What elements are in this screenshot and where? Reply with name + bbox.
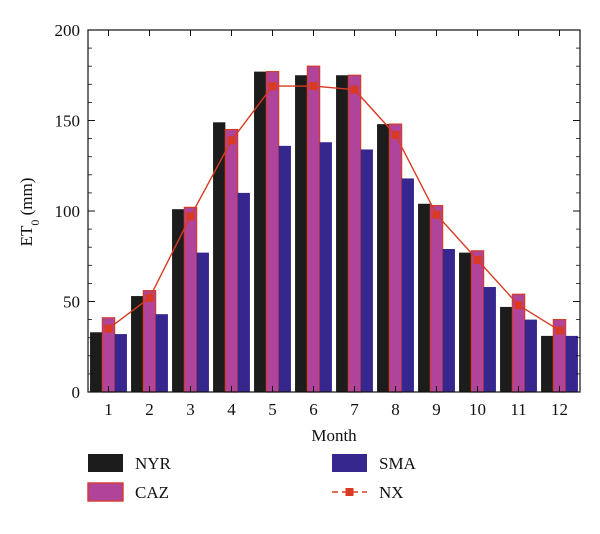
legend: NYR CAZ SMA NX [87,454,417,502]
x-tick-label: 11 [510,400,526,419]
bar-caz-5 [265,71,280,393]
bar-caz-9 [429,204,444,393]
y-axis-title-unit: (mm) [17,178,36,220]
legend-swatch-caz [87,482,124,502]
nx-point-7 [350,85,359,94]
bar-nyr-10 [459,252,472,392]
y-tick-label: 50 [63,293,80,312]
y-tick-label: 150 [55,112,81,131]
nx-point-11 [514,301,523,310]
bar-sma-11 [524,319,537,392]
nx-point-4 [227,136,236,145]
x-tick-label: 1 [104,400,113,419]
nx-point-5 [268,82,277,91]
legend-label-sma: SMA [379,454,417,473]
bar-caz-2 [142,290,157,393]
bar-sma-12 [565,335,578,392]
legend-swatch-nyr [88,454,123,472]
bar-nyr-2 [131,296,144,392]
x-tick-label: 2 [145,400,154,419]
x-tick-label: 9 [432,400,441,419]
legend-marker-nx [345,488,354,496]
legend-swatch-sma [332,454,367,472]
x-axis: 1 2 3 4 5 6 7 8 9 10 11 12 [104,30,568,419]
legend-label-nyr: NYR [135,454,172,473]
x-tick-label: 5 [268,400,277,419]
bar-nyr-7 [336,75,349,392]
x-tick-label: 12 [551,400,568,419]
bar-sma-5 [278,145,291,392]
bar-nyr-9 [418,203,431,392]
bar-sma-9 [442,249,455,392]
x-tick-label: 8 [391,400,400,419]
x-tick-label: 7 [350,400,359,419]
bar-sma-6 [319,142,332,392]
bar-nyr-5 [254,71,267,392]
x-axis-title: Month [311,426,357,445]
x-tick-label: 10 [469,400,486,419]
x-tick-label: 6 [309,400,318,419]
y-axis: 0 50 100 150 200 [55,21,580,402]
x-tick-label: 3 [186,400,195,419]
y-tick-label: 0 [72,383,81,402]
bar-caz-6 [306,65,321,393]
bar-sma-4 [237,192,250,392]
nx-line [108,85,560,332]
bar-sma-7 [360,149,373,392]
bar-nyr-12 [541,335,554,392]
nx-point-9 [432,210,441,219]
nx-line-layer [104,82,564,335]
y-axis-title-main: ET [17,225,36,246]
bar-caz-3 [183,206,198,393]
bar-nyr-4 [213,122,226,392]
nx-point-6 [309,82,318,91]
nx-point-1 [104,324,113,333]
bar-sma-1 [114,334,127,392]
bar-nyr-11 [500,306,513,392]
y-axis-title-subscript: 0 [28,220,42,226]
bar-sma-2 [155,314,168,392]
bar-nyr-1 [90,332,103,392]
bar-nyr-6 [295,75,308,392]
nx-point-12 [555,326,564,335]
bar-caz-4 [224,128,239,393]
y-tick-label: 200 [55,21,81,40]
bar-sma-10 [483,287,496,392]
bar-caz-8 [388,123,403,393]
y-tick-label: 100 [55,202,81,221]
nx-point-3 [186,212,195,221]
bar-nyr-3 [172,209,185,392]
nx-point-8 [391,130,400,139]
bar-caz-10 [470,250,485,393]
nx-point-2 [145,293,154,302]
legend-label-caz: CAZ [135,483,169,502]
bar-nyr-8 [377,124,390,393]
nx-point-10 [473,255,482,264]
legend-label-nx: NX [379,483,404,502]
x-tick-label: 4 [227,400,236,419]
bar-caz-7 [347,74,362,393]
bar-sma-3 [196,252,209,392]
bar-layer [90,65,578,393]
bar-sma-8 [401,178,414,392]
y-axis-title: ET0 (mm) [17,178,42,247]
